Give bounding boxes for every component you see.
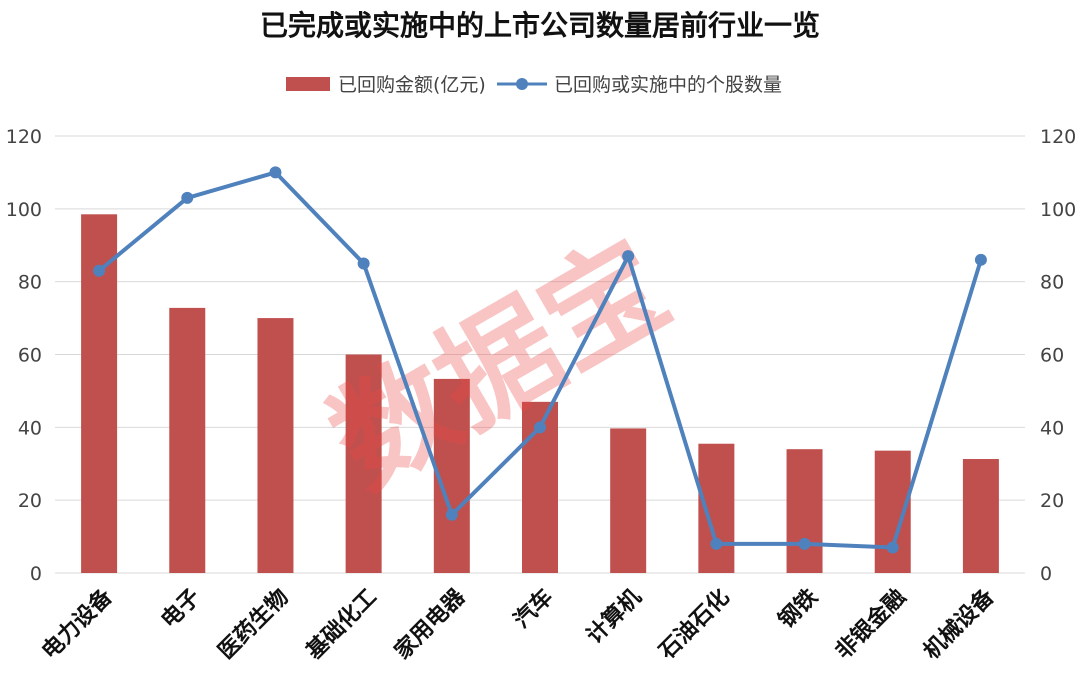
line-point [974,253,987,266]
right-tick-label: 100 [1040,199,1076,221]
category-label: 家用电器 [389,583,470,664]
legend-bar-label: 已回购金额(亿元) [338,74,486,96]
line-point [798,537,811,550]
right-axis-ticks: 0 20 40 60 80 100 120 [1040,126,1076,585]
left-tick-label: 100 [6,199,42,221]
line-point [93,264,106,277]
category-label: 非银金融 [830,584,911,665]
category-label: 机械设备 [919,583,1000,664]
left-axis-ticks: 0 20 40 60 80 100 120 [6,126,42,585]
category-label: 电子 [157,585,206,634]
line-point [622,250,635,263]
bar [610,428,647,573]
right-tick-label: 20 [1040,490,1064,512]
left-tick-label: 60 [18,345,42,367]
bar [257,318,294,573]
category-label: 基础化工 [301,584,382,665]
legend-bar-swatch [286,77,330,91]
bar-series [81,214,999,573]
category-labels: 电力设备 电子 医药生物 基础化工 家用电器 汽车 计算机 石油石化 钢铁 非银金融 机械设备 [37,583,1000,665]
chart-title: 已完成或实施中的上市公司数量居前行业一览 [260,9,820,42]
left-tick-label: 40 [18,417,42,439]
left-tick-label: 20 [18,490,42,512]
category-label: 医药生物 [213,584,294,665]
line-point [357,257,370,270]
right-tick-label: 0 [1040,563,1052,585]
right-tick-label: 80 [1040,272,1064,294]
line-point [445,508,458,521]
right-tick-label: 40 [1040,417,1064,439]
bar [962,459,999,573]
bar [345,354,382,573]
line-series [93,166,987,554]
line-point [269,166,282,179]
legend: 已回购金额(亿元) 已回购或实施中的个股数量 [286,74,782,96]
category-label: 石油石化 [653,584,734,665]
category-label: 电力设备 [37,583,118,664]
right-tick-label: 60 [1040,345,1064,367]
legend-line-marker [516,78,528,90]
line-point [181,191,194,204]
line-point [886,541,899,554]
left-tick-label: 120 [6,126,42,148]
left-tick-label: 0 [30,563,42,585]
category-label: 计算机 [581,584,646,649]
bar [786,449,823,573]
right-tick-label: 120 [1040,126,1076,148]
category-label: 钢铁 [773,584,823,634]
legend-line-label: 已回购或实施中的个股数量 [554,74,782,96]
line-point [710,537,723,550]
left-tick-label: 80 [18,272,42,294]
category-label: 汽车 [509,584,559,634]
line-point [534,421,546,434]
bar [169,307,206,573]
